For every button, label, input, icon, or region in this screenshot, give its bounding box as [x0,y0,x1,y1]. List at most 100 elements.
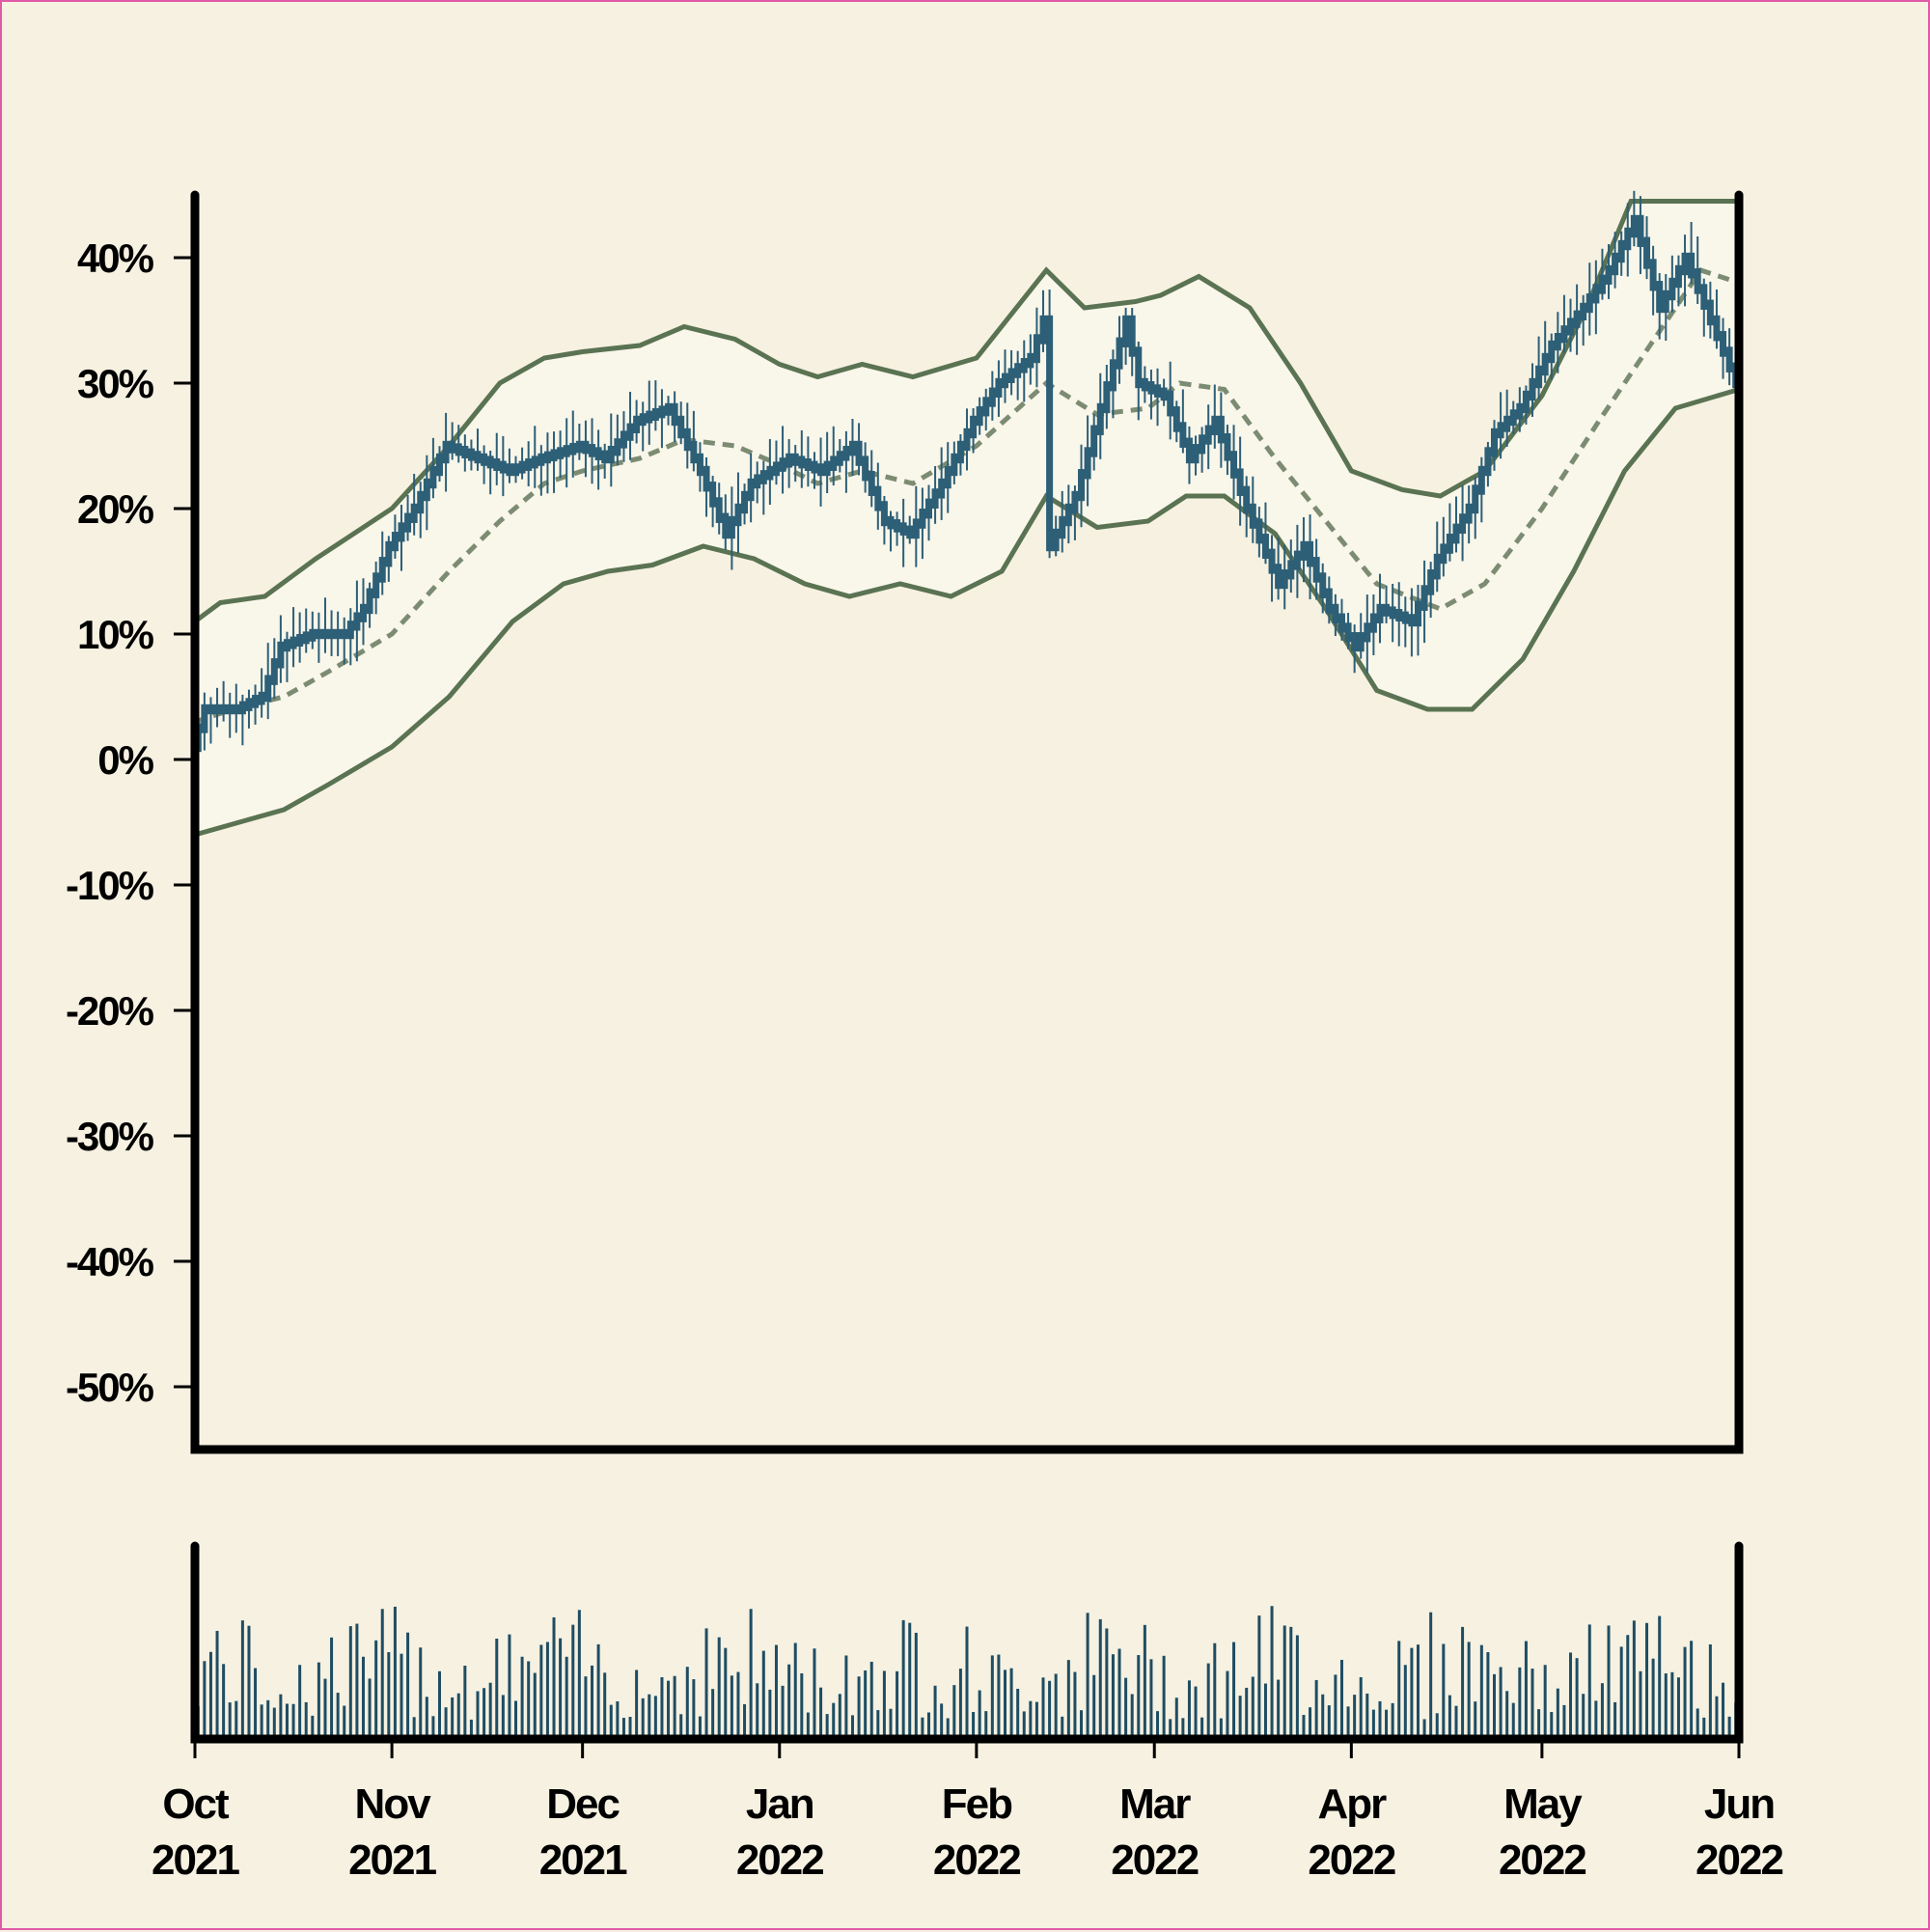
volume-bar [1137,1655,1141,1739]
candle [346,608,354,666]
candle [1357,613,1365,659]
volume-bar [819,1687,823,1739]
candle [1128,308,1136,376]
candle [366,582,373,628]
volume-bar [1461,1626,1465,1739]
volume-bar [1359,1676,1363,1739]
candle [1135,341,1143,421]
candle [970,408,978,454]
volume-bar [1098,1618,1102,1739]
candle [734,472,742,554]
candle [759,460,767,515]
candle [1293,524,1301,598]
volume-bar [825,1714,829,1739]
volume-bar [482,1688,486,1739]
candle [543,432,551,494]
volume-bar [1416,1644,1420,1739]
candle [589,418,596,484]
candle [1459,484,1467,562]
volume-bar [869,1661,873,1739]
candle [1585,262,1593,336]
volume-bar [1213,1642,1217,1739]
candle [1204,404,1212,470]
candle [1573,284,1581,355]
volume-bar [355,1623,359,1739]
volume-bar [1619,1646,1623,1739]
volume-bar [1111,1654,1115,1739]
candle [1452,496,1460,553]
candle [1491,420,1499,471]
volume-bar [1327,1705,1331,1739]
volume-bar [1435,1713,1439,1739]
x-tick-month: Dec [546,1780,620,1828]
candle [213,687,221,728]
volume-bar [1505,1691,1509,1739]
volume-bar [1582,1694,1585,1739]
volume-bar [908,1622,912,1739]
volume-bar [1594,1700,1598,1739]
volume-bar [1683,1646,1687,1739]
candle [1236,436,1244,526]
candle [1211,384,1219,449]
volume-bar [978,1690,981,1739]
volume-bar [933,1685,937,1739]
candle [906,515,914,544]
volume-bar [1314,1679,1318,1739]
x-tick-month: Oct [162,1780,230,1828]
volume-bar [1092,1674,1096,1739]
candle [404,494,412,541]
volume-bar [1054,1673,1058,1739]
volume-bar [368,1678,372,1739]
candle [277,615,285,683]
volume-bar [437,1670,441,1739]
candle [938,447,946,520]
x-tick-year: 2022 [1111,1836,1198,1884]
candle [398,505,405,571]
candle [1116,316,1123,384]
candle [525,441,533,486]
candle [963,408,971,471]
candle [252,684,260,725]
candle [633,400,641,444]
candle [614,414,621,466]
candle [665,396,673,426]
volume-bar [940,1703,944,1739]
volume-bar [628,1717,632,1739]
y-tick-label: 10% [77,612,154,657]
volume-bar [1499,1667,1503,1739]
candle [1312,538,1320,600]
volume-bar [692,1679,696,1739]
volume-bar [1715,1696,1719,1739]
candle [842,430,850,493]
volume-bar [228,1702,232,1739]
candle [1477,456,1485,523]
candle [715,483,723,535]
candle [1674,255,1682,307]
volume-bar [260,1704,263,1739]
volume-bar [990,1655,994,1739]
candle [315,612,322,663]
candle [1503,389,1511,447]
volume-bar [285,1703,289,1739]
candle [1408,588,1416,657]
volume-bar [1422,1719,1426,1739]
x-tick-month: Feb [942,1780,1012,1828]
volume-bar [882,1670,886,1739]
candle [607,413,615,487]
volume-bar [533,1672,537,1739]
volume-bar [896,1670,899,1739]
volume-bar [203,1661,207,1739]
candle [429,437,437,499]
volume-bar [419,1647,423,1739]
volume-bar [698,1716,702,1739]
candle [1033,307,1040,388]
volume-bar [1371,1709,1375,1739]
volume-bar [476,1691,480,1739]
candle [1541,320,1549,383]
volume-bar [1181,1718,1185,1739]
volume-bar [1263,1683,1267,1739]
volume-bar [1708,1643,1712,1739]
candle [1199,427,1206,473]
volume-bar [393,1606,397,1739]
volume-bar [596,1643,600,1739]
